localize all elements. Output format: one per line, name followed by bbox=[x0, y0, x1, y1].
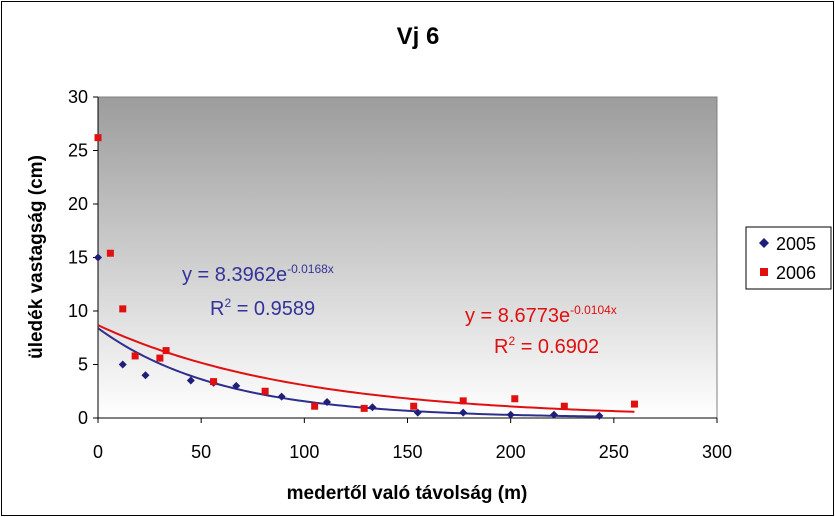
point-2006 bbox=[511, 395, 519, 403]
y-tick-label: 15 bbox=[68, 248, 88, 268]
point-2005 bbox=[232, 381, 241, 390]
point-2005 bbox=[186, 376, 195, 385]
point-2005 bbox=[94, 253, 102, 262]
y-tick-label: 20 bbox=[68, 194, 88, 214]
r2-2005-sup: 2 bbox=[224, 296, 231, 310]
r2-2006: R2 = 0.6902 bbox=[494, 334, 599, 358]
y-tick-label: 0 bbox=[78, 408, 88, 428]
point-2006 bbox=[360, 404, 368, 412]
y-tick-label: 30 bbox=[68, 87, 88, 107]
y-tick-label: 10 bbox=[68, 301, 88, 321]
legend-label-2006: 2006 bbox=[776, 263, 816, 283]
point-2006 bbox=[410, 402, 418, 410]
point-2005 bbox=[277, 392, 286, 401]
r2-2005-value: = 0.9589 bbox=[231, 298, 315, 320]
r2-2006-prefix: R bbox=[494, 336, 508, 358]
point-2006 bbox=[94, 134, 102, 142]
point-2006 bbox=[106, 249, 114, 257]
point-2005 bbox=[368, 403, 377, 412]
equation-2005-exponent: -0.0168x bbox=[287, 262, 334, 276]
trendlines bbox=[98, 324, 635, 418]
data-points bbox=[94, 134, 638, 420]
equation-2006: y = 8.6773e-0.0104x bbox=[465, 303, 617, 327]
chart-title: Vj 6 bbox=[397, 23, 440, 50]
point-2006 bbox=[261, 387, 269, 395]
r2-2005: R2 = 0.9589 bbox=[210, 296, 315, 320]
point-2005 bbox=[459, 408, 468, 417]
legend: 2005 2006 bbox=[745, 226, 832, 290]
y-tick-label: 5 bbox=[78, 355, 88, 375]
y-axis-ticks: 0 5 10 15 20 25 30 bbox=[68, 87, 98, 428]
x-axis-title: medertől való távolság (m) bbox=[287, 483, 528, 504]
x-tick-label: 300 bbox=[702, 442, 732, 462]
point-2005 bbox=[549, 410, 558, 419]
y-axis-title: üledék vastagság (cm) bbox=[26, 155, 47, 359]
plot-area bbox=[97, 96, 718, 419]
point-2005 bbox=[323, 397, 332, 406]
legend-box bbox=[745, 226, 832, 290]
trendline-2006 bbox=[98, 324, 635, 413]
point-2005 bbox=[141, 371, 150, 380]
x-tick-label: 100 bbox=[289, 442, 319, 462]
point-2005 bbox=[413, 408, 422, 417]
point-2006 bbox=[311, 402, 319, 410]
x-tick-label: 0 bbox=[93, 442, 103, 462]
point-2005 bbox=[595, 411, 604, 420]
equation-2006-exponent: -0.0104x bbox=[570, 303, 617, 317]
point-2006 bbox=[119, 305, 127, 313]
equation-2005: y = 8.3962e-0.0168x bbox=[182, 262, 334, 286]
point-2006 bbox=[459, 397, 467, 405]
legend-marker-2005 bbox=[759, 238, 769, 248]
point-2006 bbox=[162, 347, 170, 355]
point-2006 bbox=[156, 354, 164, 362]
x-tick-label: 250 bbox=[599, 442, 629, 462]
point-2006 bbox=[630, 400, 638, 408]
x-tick-label: 200 bbox=[496, 442, 526, 462]
trendline-2005 bbox=[98, 327, 600, 418]
x-axis-ticks: 0 50 100 150 200 250 300 bbox=[93, 418, 732, 462]
y-tick-label: 25 bbox=[68, 141, 88, 161]
point-2006 bbox=[210, 378, 218, 386]
point-2006 bbox=[560, 402, 568, 410]
point-2005 bbox=[506, 410, 515, 419]
legend-label-2005: 2005 bbox=[776, 234, 816, 254]
r2-2005-prefix: R bbox=[210, 298, 224, 320]
x-tick-label: 50 bbox=[191, 442, 211, 462]
point-2005 bbox=[118, 360, 127, 369]
x-tick-label: 150 bbox=[392, 442, 422, 462]
legend-marker-2006 bbox=[760, 268, 768, 276]
r2-2006-value: = 0.6902 bbox=[515, 336, 599, 358]
r2-2006-sup: 2 bbox=[508, 334, 515, 348]
point-2006 bbox=[131, 352, 139, 360]
equation-2005-main: y = 8.3962e bbox=[182, 264, 287, 286]
equation-2006-main: y = 8.6773e bbox=[465, 305, 570, 327]
